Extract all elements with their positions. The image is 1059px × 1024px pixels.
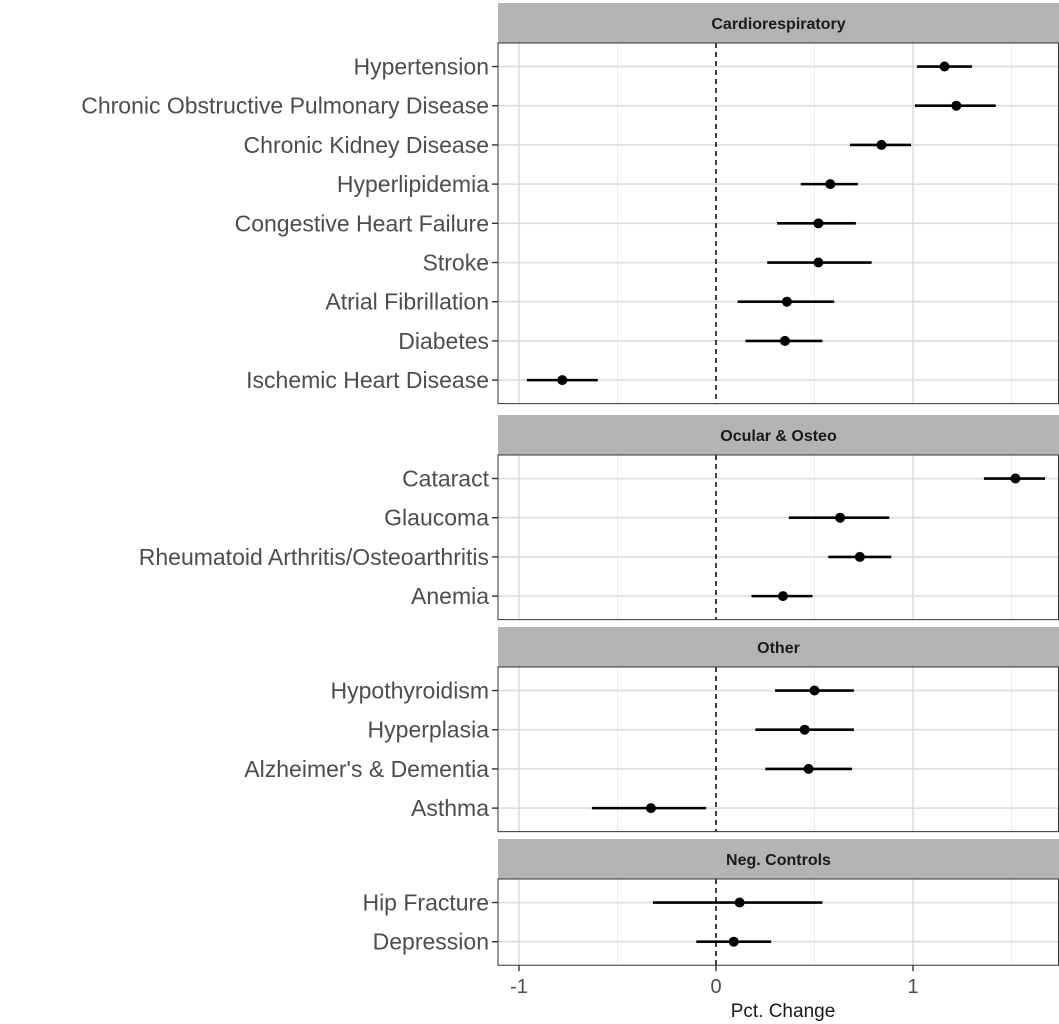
y-tick-label: Diabetes — [398, 328, 489, 354]
panel-2: Other Hypothyroidism Hyperplasia Alzheimer'… — [244, 627, 1059, 833]
y-tick-label: Chronic Kidney Disease — [244, 132, 489, 158]
panel-title: Other — [757, 640, 800, 657]
point-estimate — [835, 512, 846, 523]
y-tick-label: Hypertension — [353, 54, 489, 80]
y-tick-label: Hyperplasia — [368, 717, 490, 743]
point-estimate — [813, 257, 824, 268]
x-axis-title: Pct. Change — [731, 1001, 836, 1022]
panel-title: Neg. Controls — [726, 852, 831, 869]
point-estimate — [951, 100, 962, 111]
y-tick-label: Chronic Obstructive Pulmonary Disease — [81, 93, 489, 119]
panel-3: Neg. Controls Hip Fracture Depression — [362, 839, 1059, 966]
panel-title: Cardiorespiratory — [711, 16, 845, 33]
x-tick-label: 0 — [710, 976, 721, 998]
panel-strip — [498, 415, 1059, 455]
point-estimate — [779, 335, 790, 346]
point-estimate — [734, 897, 745, 908]
point-estimate — [825, 179, 836, 190]
point-estimate — [777, 591, 788, 602]
y-tick-label: Hip Fracture — [362, 890, 489, 916]
y-tick-label: Glaucoma — [384, 505, 489, 531]
point-estimate — [803, 763, 814, 774]
point-estimate — [799, 724, 810, 735]
panel-1: Ocular & Osteo Cataract Glaucoma Rheumatoid… — [139, 415, 1059, 621]
panel-background — [498, 455, 1059, 620]
point-estimate — [645, 803, 656, 814]
x-tick-label: -1 — [510, 976, 528, 998]
point-estimate — [557, 375, 568, 386]
point-estimate — [939, 61, 950, 72]
x-tick-label: 1 — [907, 976, 918, 998]
panel-title: Ocular & Osteo — [720, 428, 837, 445]
chart-panels: Cardiorespiratory Hypertension Chronic Obs… — [81, 3, 1059, 966]
point-estimate — [809, 685, 820, 696]
y-tick-label: Ischemic Heart Disease — [246, 367, 489, 393]
y-tick-label: Rheumatoid Arthritis/Osteoarthritis — [139, 544, 489, 570]
y-tick-label: Cataract — [402, 466, 490, 492]
y-tick-label: Atrial Fibrillation — [325, 289, 489, 315]
point-estimate — [854, 551, 865, 562]
y-tick-label: Stroke — [423, 250, 489, 276]
panel-0: Cardiorespiratory Hypertension Chronic Obs… — [81, 3, 1059, 405]
point-estimate — [876, 139, 887, 150]
y-tick-label: Congestive Heart Failure — [235, 210, 489, 236]
y-tick-label: Hyperlipidemia — [337, 171, 489, 197]
panel-strip — [498, 3, 1059, 43]
point-estimate — [728, 936, 739, 947]
y-tick-label: Anemia — [411, 583, 489, 609]
point-estimate — [1010, 473, 1021, 484]
x-axis: -1 0 1 — [510, 965, 919, 998]
y-tick-label: Hypothyroidism — [331, 678, 490, 704]
y-tick-label: Depression — [373, 929, 489, 955]
point-estimate — [813, 218, 824, 229]
panel-background — [498, 879, 1059, 966]
panel-background — [498, 667, 1059, 832]
panel-strip — [498, 627, 1059, 667]
y-tick-label: Asthma — [411, 795, 489, 821]
point-estimate — [781, 296, 792, 307]
panel-strip — [498, 839, 1059, 879]
y-tick-label: Alzheimer's & Dementia — [244, 756, 489, 782]
